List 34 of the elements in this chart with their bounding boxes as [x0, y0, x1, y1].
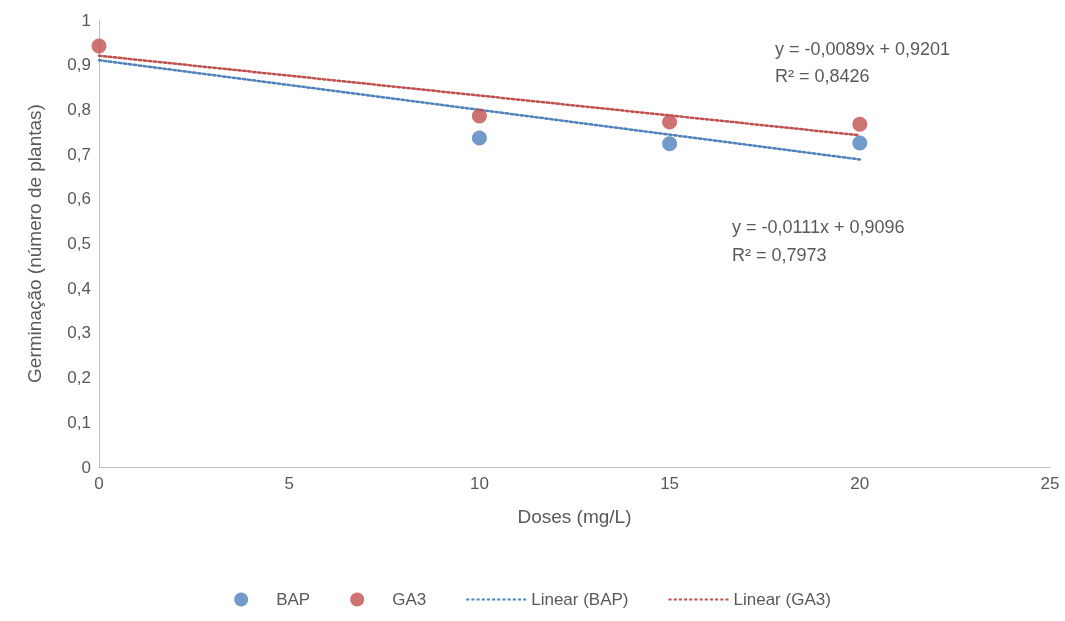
- legend-label: Linear (GA3): [733, 590, 831, 609]
- x-tick-label: 15: [660, 474, 680, 493]
- x-tick-label: 5: [284, 474, 294, 493]
- y-tick-label: 0: [81, 457, 91, 477]
- x-tick-label: 20: [850, 474, 870, 493]
- annotation: y = -0,0089x + 0,9201: [775, 39, 951, 59]
- point: [662, 136, 678, 152]
- y-tick-label: 0,3: [67, 323, 91, 343]
- y-tick-label: 0,5: [67, 234, 91, 253]
- x-tick-label: 25: [1040, 474, 1060, 493]
- annotation: y = -0,0111x + 0,9096: [732, 217, 905, 237]
- legend-label: Linear (BAP): [531, 590, 629, 609]
- point: [852, 135, 868, 151]
- y-tick-label: 0,7: [67, 144, 91, 164]
- annotation: R² = 0,7973: [732, 245, 827, 265]
- point: [662, 114, 678, 130]
- y-tick-label: 0,1: [67, 412, 91, 432]
- y-tick-label: 1: [81, 10, 91, 30]
- x-axis-title: Doses (mg/L): [517, 506, 632, 527]
- y-tick-label: 0,6: [67, 189, 91, 209]
- point: [91, 38, 107, 54]
- x-tick-label: 10: [469, 474, 489, 493]
- point: [471, 130, 487, 146]
- y-axis-title: Germinação (número de plantas): [24, 104, 45, 383]
- x-tick-label: 0: [94, 474, 104, 493]
- legend-label: GA3: [392, 590, 427, 609]
- y-tick-label: 0,8: [67, 99, 91, 119]
- y-tick-label: 0,9: [67, 55, 91, 75]
- point: [852, 116, 868, 132]
- point: [471, 108, 487, 124]
- y-tick-label: 0,4: [67, 278, 91, 298]
- y-tick-label: 0,2: [67, 368, 91, 388]
- legend-label: BAP: [276, 590, 311, 609]
- annotation: R² = 0,8426: [775, 66, 870, 86]
